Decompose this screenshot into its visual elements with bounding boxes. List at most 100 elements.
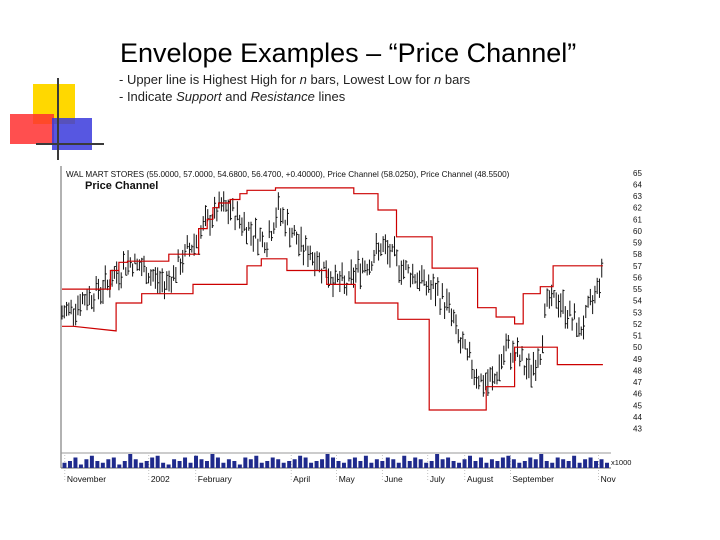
y-tick-label: 58 [633,250,642,259]
volume-bar [413,457,418,468]
volume-bar [506,455,511,468]
bullet-1-suffix: bars [441,72,471,87]
volume-bar [248,459,253,468]
volume-bar [139,462,144,468]
bullet-2-prefix: - Indicate [119,89,177,104]
accent-vertical-line [57,78,59,160]
volume-bar [500,457,505,468]
volume-bar [325,454,330,468]
volume-bar [451,461,456,468]
y-tick-label: 64 [633,180,642,189]
y-tick-label: 44 [633,413,642,422]
volume-bar [539,454,544,468]
volume-bar [468,455,472,468]
bullet-1-prefix: - Upper line is Highest High for [119,72,300,87]
y-tick-label: 56 [633,273,642,282]
volume-bar [369,462,374,468]
volume-bar [84,459,89,468]
x-tick-label: June [384,474,403,484]
bullet-2-em2: Resistance [250,89,315,104]
y-tick-label: 52 [633,320,642,329]
x-axis-ticks: November 2002 February April May June July Augu… [67,474,617,484]
x-tick-label: September [512,474,554,484]
volume-bar [511,459,516,468]
y-tick-label: 49 [633,355,642,364]
bullet-1-em1: n [299,72,307,87]
slide-title: Envelope Examples – “Price Channel” [120,38,577,68]
volume-bar [221,462,226,468]
volume-bar [363,455,368,468]
volume-bar [484,462,489,468]
volume-bar [583,459,588,468]
chart-background [58,163,658,490]
volume-bar [232,461,237,468]
volume-bar [478,457,483,468]
volume-bar [336,461,341,468]
volume-bar [73,457,78,468]
volume-bar [402,455,407,468]
volume-bar [572,455,577,468]
volume-bar [517,462,522,468]
volume-bar [194,455,198,468]
y-tick-label: 45 [633,401,642,410]
chart-header: WAL MART STORES (55.0000, 57.0000, 54.68… [66,170,510,179]
volume-bar [577,462,582,468]
accent-horizontal-line [36,143,104,145]
bullet-2-mid: and [221,89,251,104]
volume-bar [605,462,609,468]
y-axis-ticks: 65 64 63 62 61 60 59 58 57 56 55 54 53 52 51 50 49 48 47 46… [633,169,642,434]
y-tick-label: 62 [633,204,642,213]
accent-red-square [10,114,54,144]
volume-bar [172,459,177,468]
volume-bar [204,461,209,468]
volume-bar [166,464,171,468]
volume-bar [495,461,500,468]
bullet-1-em2: n [434,72,442,87]
x-tick-label: February [198,474,233,484]
volume-bar [67,461,72,468]
volume-bar [292,459,297,468]
volume-bar [391,459,396,468]
volume-bar [550,462,555,468]
volume-bar [314,461,319,468]
volume-bar [385,457,390,468]
volume-bar [89,455,94,468]
volume-bar [303,457,308,468]
y-tick-label: 51 [633,332,642,341]
volume-bar [331,457,335,468]
y-tick-label: 65 [633,169,642,178]
volume-bar [265,461,270,468]
bullet-1-mid: bars, Lowest Low for [306,72,435,87]
y-tick-label: 46 [633,390,642,399]
volume-bar [62,462,67,468]
volume-bar [347,459,352,468]
y-tick-label: 50 [633,343,642,352]
upper-channel-line [62,187,603,325]
volume-bar [237,464,242,468]
volume-bar [210,454,215,468]
y-tick-label: 43 [633,425,642,434]
volume-bar [374,459,379,468]
volume-bar [341,462,346,468]
volume-bar [544,461,549,468]
volume-bar [298,455,303,468]
volume-bar [287,461,292,468]
volume-bar [533,459,538,468]
volume-bar [226,459,231,468]
volume-bar [358,461,363,468]
volume-bar [462,459,467,468]
volume-bar [150,457,155,468]
volume-bar [418,459,423,468]
volume-bar [259,462,264,468]
volume-bar [122,461,127,468]
volume-bar [588,457,593,468]
volume-bar [473,461,478,468]
volume-bar [199,459,204,468]
bullet-line-1: - Upper line is Highest High for n bars,… [119,72,470,88]
volume-bar [320,459,325,468]
volume-bar [78,464,83,468]
x-tick-label: 2002 [151,474,170,484]
x-tick-label: November [67,474,106,484]
volume-bar [281,462,286,468]
bullet-2-em1: Support [176,89,222,104]
